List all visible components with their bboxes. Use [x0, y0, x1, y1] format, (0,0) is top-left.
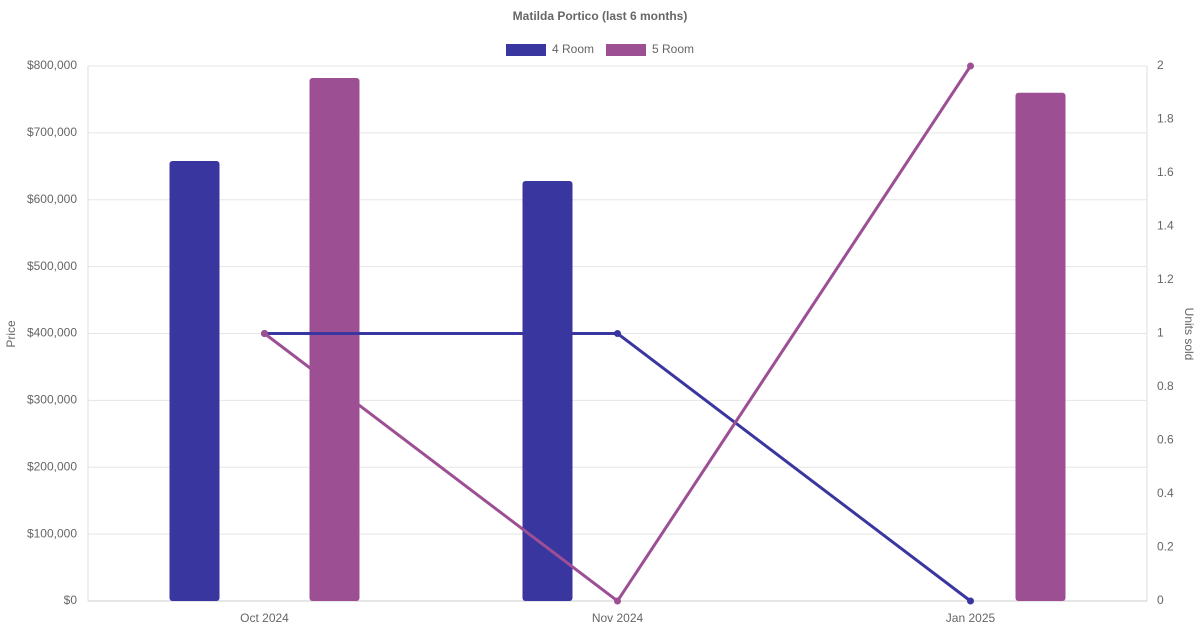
- y2-tick-label: 1.8: [1157, 112, 1174, 126]
- line-point: [967, 597, 974, 605]
- y2-tick-label: 1.2: [1157, 272, 1174, 286]
- legend-label: 5 Room: [652, 42, 694, 56]
- legend-label: 4 Room: [552, 42, 594, 56]
- y2-tick-label: 1: [1157, 326, 1164, 340]
- y-tick-label: $400,000: [27, 326, 77, 340]
- y2-tick-label: 0.8: [1157, 379, 1174, 393]
- y2-tick-label: 1.4: [1157, 219, 1174, 233]
- y2-tick-label: 2: [1157, 58, 1164, 72]
- y2-tick-label: 0.4: [1157, 486, 1174, 500]
- legend-swatch: [506, 44, 546, 56]
- y-axis-title: Price: [4, 320, 18, 348]
- y-tick-label: $300,000: [27, 393, 77, 407]
- y2-axis-title: Units sold: [1182, 308, 1196, 361]
- y-tick-label: $600,000: [27, 192, 77, 206]
- line-point: [967, 62, 974, 70]
- line-point: [261, 330, 268, 337]
- y-tick-label: $500,000: [27, 259, 77, 273]
- y2-tick-label: 0: [1157, 593, 1164, 607]
- y-tick-label: $800,000: [27, 58, 77, 72]
- y-tick-label: $0: [64, 593, 78, 607]
- legend-swatch: [606, 44, 646, 56]
- bar: [169, 160, 220, 601]
- y2-tick-label: 1.6: [1157, 165, 1174, 179]
- y-tick-label: $100,000: [27, 526, 77, 540]
- line-point: [614, 330, 621, 337]
- y2-tick-label: 0.2: [1157, 540, 1174, 554]
- bar: [309, 78, 360, 602]
- x-tick-label: Nov 2024: [592, 611, 644, 625]
- y2-tick-label: 0.6: [1157, 433, 1174, 447]
- y-tick-label: $200,000: [27, 459, 77, 473]
- chart-title: Matilda Portico (last 6 months): [513, 9, 688, 23]
- bar: [1015, 92, 1066, 601]
- x-tick-label: Jan 2025: [946, 611, 996, 625]
- bar: [522, 181, 573, 601]
- x-tick-label: Oct 2024: [240, 611, 289, 625]
- line-point: [614, 597, 621, 605]
- y-tick-label: $700,000: [27, 125, 77, 139]
